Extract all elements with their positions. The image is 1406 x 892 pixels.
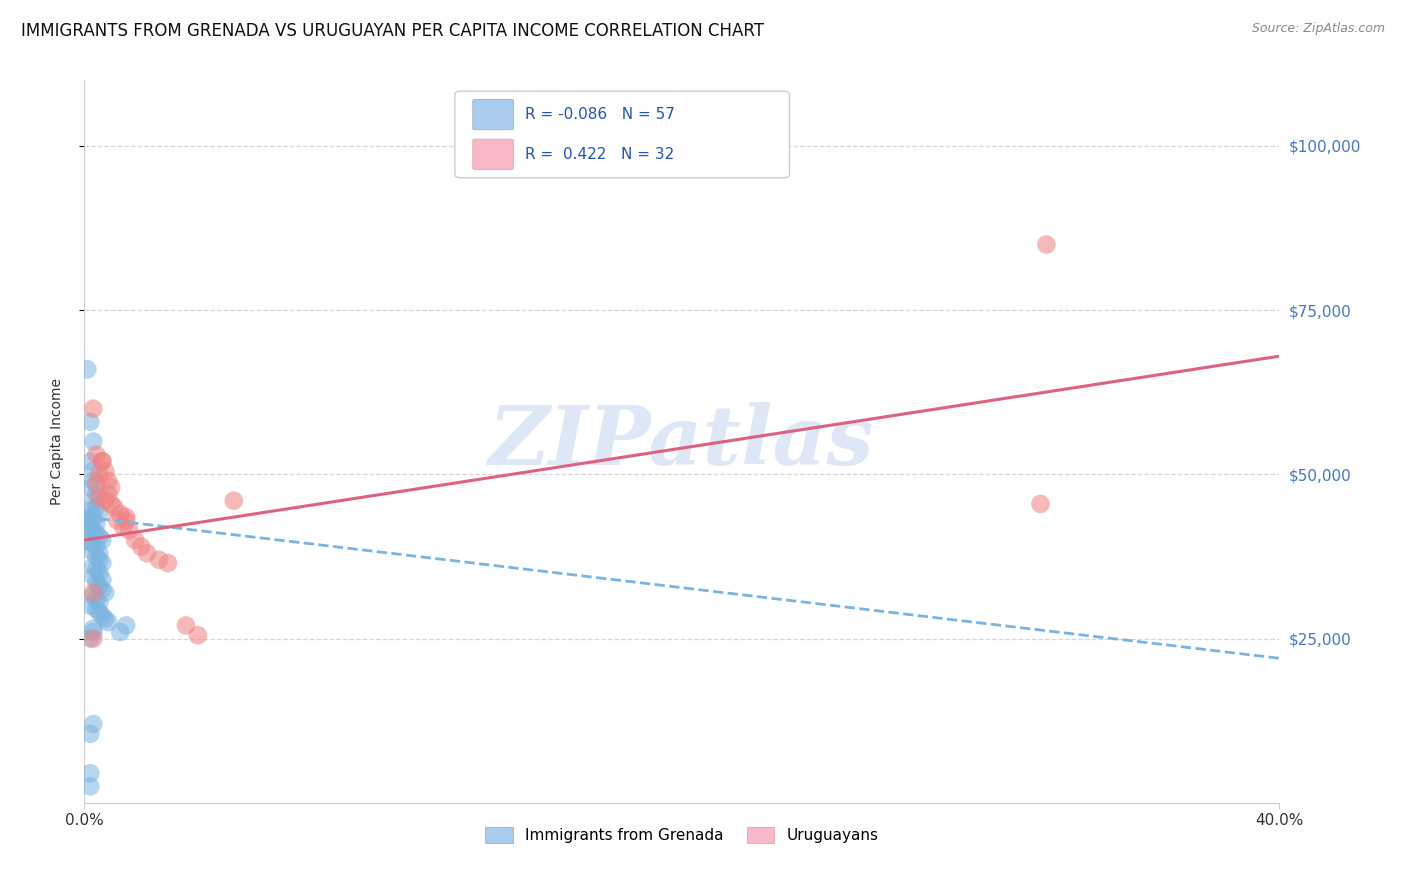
Point (79, 780, 101, 794)
Point (148, 553, 170, 567)
Point (82, 523, 104, 537)
Point (94, 493, 117, 508)
Point (82, 464, 104, 478)
Point (91, 582, 114, 597)
Point (91, 608, 114, 623)
Point (110, 507, 132, 521)
Point (129, 540, 152, 554)
Point (124, 533, 146, 547)
Point (89, 546, 111, 560)
Point (112, 520, 135, 534)
Point (89, 579, 111, 593)
Point (82, 493, 104, 508)
Point (100, 481, 122, 495)
Point (91, 556, 114, 570)
Point (91, 533, 114, 547)
Point (89, 595, 111, 609)
Point (91, 454, 114, 468)
Point (89, 491, 111, 505)
Point (86, 563, 108, 577)
Point (100, 497, 122, 511)
Point (118, 523, 141, 537)
Point (82, 622, 104, 636)
Point (82, 536, 104, 550)
Point (86, 448, 108, 462)
Point (76, 525, 98, 540)
Point (79, 542, 101, 557)
Point (86, 516, 108, 531)
FancyBboxPatch shape (472, 139, 513, 169)
Point (86, 500, 108, 515)
Point (222, 493, 245, 508)
Point (103, 500, 125, 515)
Point (105, 513, 128, 527)
Point (76, 510, 98, 524)
Point (187, 628, 209, 642)
Point (89, 553, 111, 567)
Point (86, 477, 108, 491)
FancyBboxPatch shape (456, 91, 790, 178)
Point (82, 474, 104, 488)
Point (79, 415, 101, 429)
Point (82, 559, 104, 574)
Text: R = -0.086   N = 57: R = -0.086 N = 57 (526, 107, 675, 122)
Point (82, 589, 104, 603)
Point (115, 510, 138, 524)
Point (82, 510, 104, 524)
Point (76, 513, 98, 527)
Point (89, 507, 111, 521)
Point (97, 487, 120, 501)
Point (91, 573, 114, 587)
Point (94, 612, 117, 626)
Point (91, 454, 114, 468)
Text: R =  0.422   N = 32: R = 0.422 N = 32 (526, 147, 675, 161)
Point (136, 546, 159, 560)
Point (94, 585, 117, 599)
Point (79, 481, 101, 495)
Point (174, 618, 197, 632)
Point (89, 566, 111, 580)
Point (79, 766, 101, 780)
Y-axis label: Per Capita Income: Per Capita Income (49, 378, 63, 505)
Point (86, 575, 108, 590)
Point (86, 549, 108, 564)
Point (94, 464, 117, 478)
Point (82, 434, 104, 449)
Point (97, 615, 120, 630)
Point (86, 540, 108, 554)
Text: Source: ZipAtlas.com: Source: ZipAtlas.com (1251, 22, 1385, 36)
Point (115, 618, 138, 632)
Point (76, 534, 98, 549)
Point (79, 503, 101, 517)
Point (89, 467, 111, 482)
Point (79, 520, 101, 534)
Point (86, 602, 108, 616)
Point (157, 556, 180, 570)
Text: ZIPatlas: ZIPatlas (489, 401, 875, 482)
Point (86, 487, 108, 501)
Point (82, 401, 104, 416)
FancyBboxPatch shape (472, 99, 513, 129)
Point (82, 585, 104, 599)
Point (86, 592, 108, 607)
Point (79, 599, 101, 613)
Text: IMMIGRANTS FROM GRENADA VS URUGUAYAN PER CAPITA INCOME CORRELATION CHART: IMMIGRANTS FROM GRENADA VS URUGUAYAN PER… (21, 22, 763, 40)
Legend: Immigrants from Grenada, Uruguayans: Immigrants from Grenada, Uruguayans (479, 822, 884, 849)
Point (86, 526, 108, 541)
Point (82, 717, 104, 731)
Point (97, 474, 120, 488)
Point (79, 632, 101, 646)
Point (82, 632, 104, 646)
Point (89, 530, 111, 544)
Point (89, 605, 111, 619)
Point (115, 513, 138, 527)
Point (1029, 497, 1052, 511)
Point (76, 362, 98, 376)
Point (79, 727, 101, 741)
Point (82, 625, 104, 640)
Point (1035, 237, 1057, 252)
Point (110, 625, 132, 640)
Point (82, 569, 104, 583)
Point (79, 454, 101, 468)
